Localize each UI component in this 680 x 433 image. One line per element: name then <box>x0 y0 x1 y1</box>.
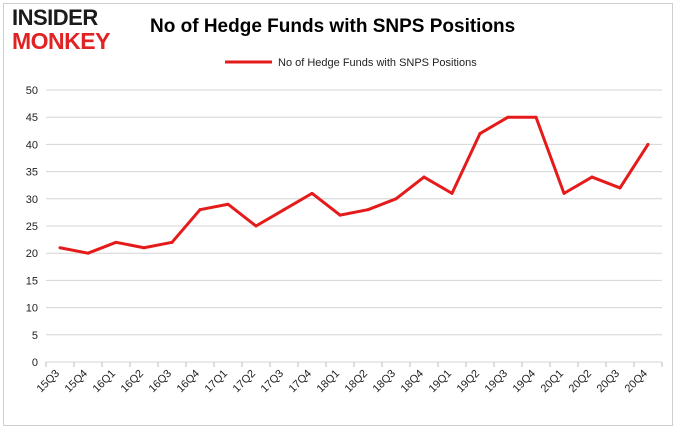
x-tick-label: 17Q1 <box>203 368 231 396</box>
y-tick-label: 30 <box>26 194 38 206</box>
data-point <box>366 208 370 212</box>
x-tick-label: 18Q4 <box>399 368 427 396</box>
x-tick-label: 20Q4 <box>623 368 651 396</box>
data-point <box>282 208 286 212</box>
data-point <box>310 191 314 195</box>
data-point <box>450 191 454 195</box>
logo-line-2: MONKEY <box>12 28 110 54</box>
data-point <box>226 202 230 206</box>
x-tick-label: 20Q3 <box>595 368 623 396</box>
gridlines <box>46 89 662 363</box>
data-point <box>114 240 118 244</box>
y-tick-label: 25 <box>26 221 38 233</box>
y-tick-label: 50 <box>26 85 38 97</box>
y-tick-label: 15 <box>26 275 38 287</box>
chart-title: No of Hedge Funds with SNPS Positions <box>150 16 516 37</box>
legend-label: No of Hedge Funds with SNPS Positions <box>278 57 477 69</box>
x-tick-label: 19Q4 <box>511 368 539 396</box>
x-tick-label: 16Q2 <box>119 368 147 396</box>
data-point <box>58 246 62 250</box>
data-point <box>198 208 202 212</box>
data-point <box>562 191 566 195</box>
insider-monkey-logo: INSIDER MONKEY <box>12 7 124 53</box>
x-tick-label: 20Q2 <box>567 368 595 396</box>
data-point <box>618 186 622 190</box>
x-tick-label: 20Q1 <box>539 368 567 396</box>
x-tick-label: 18Q1 <box>315 368 343 396</box>
data-point <box>170 240 174 244</box>
data-point <box>422 175 426 179</box>
y-axis-ticks: 0 5 10 15 20 25 30 35 40 45 50 <box>26 85 38 369</box>
y-tick-label: 45 <box>26 112 38 124</box>
y-tick-label: 10 <box>26 303 38 315</box>
x-axis-ticks: 15Q3 15Q4 16Q1 16Q2 16Q3 16Q4 17Q1 17Q2 17Q3 17Q4… <box>35 362 663 396</box>
x-tick-label: 17Q4 <box>287 368 315 396</box>
data-point <box>86 251 90 255</box>
series-group <box>58 115 650 255</box>
x-tick-label: 17Q2 <box>231 368 259 396</box>
data-point <box>338 213 342 217</box>
data-point <box>506 115 510 119</box>
legend: No of Hedge Funds with SNPS Positions <box>225 57 477 69</box>
x-tick-label: 15Q4 <box>63 368 91 396</box>
data-point <box>142 246 146 250</box>
y-tick-label: 20 <box>26 248 38 260</box>
y-tick-label: 0 <box>32 357 38 369</box>
data-point <box>590 175 594 179</box>
data-point <box>478 132 482 136</box>
data-point <box>534 115 538 119</box>
x-tick-label: 16Q4 <box>175 368 203 396</box>
x-tick-label: 18Q3 <box>371 368 399 396</box>
data-point <box>646 142 650 146</box>
data-point <box>254 224 258 228</box>
x-tick-label: 19Q2 <box>455 368 483 396</box>
x-tick-label: 15Q3 <box>35 368 63 396</box>
series-line <box>59 115 650 255</box>
x-tick-label: 17Q3 <box>259 368 287 396</box>
y-tick-label: 35 <box>26 167 38 179</box>
x-tick-label: 16Q1 <box>91 368 119 396</box>
data-point <box>394 197 398 201</box>
logo-line-1: INSIDER <box>12 5 98 30</box>
x-tick-label: 16Q3 <box>147 368 175 396</box>
x-tick-label: 18Q2 <box>343 368 371 396</box>
x-tick-label: 19Q1 <box>427 368 455 396</box>
y-tick-label: 40 <box>26 139 38 151</box>
x-tick-label: 19Q3 <box>483 368 511 396</box>
y-tick-label: 5 <box>32 330 38 342</box>
